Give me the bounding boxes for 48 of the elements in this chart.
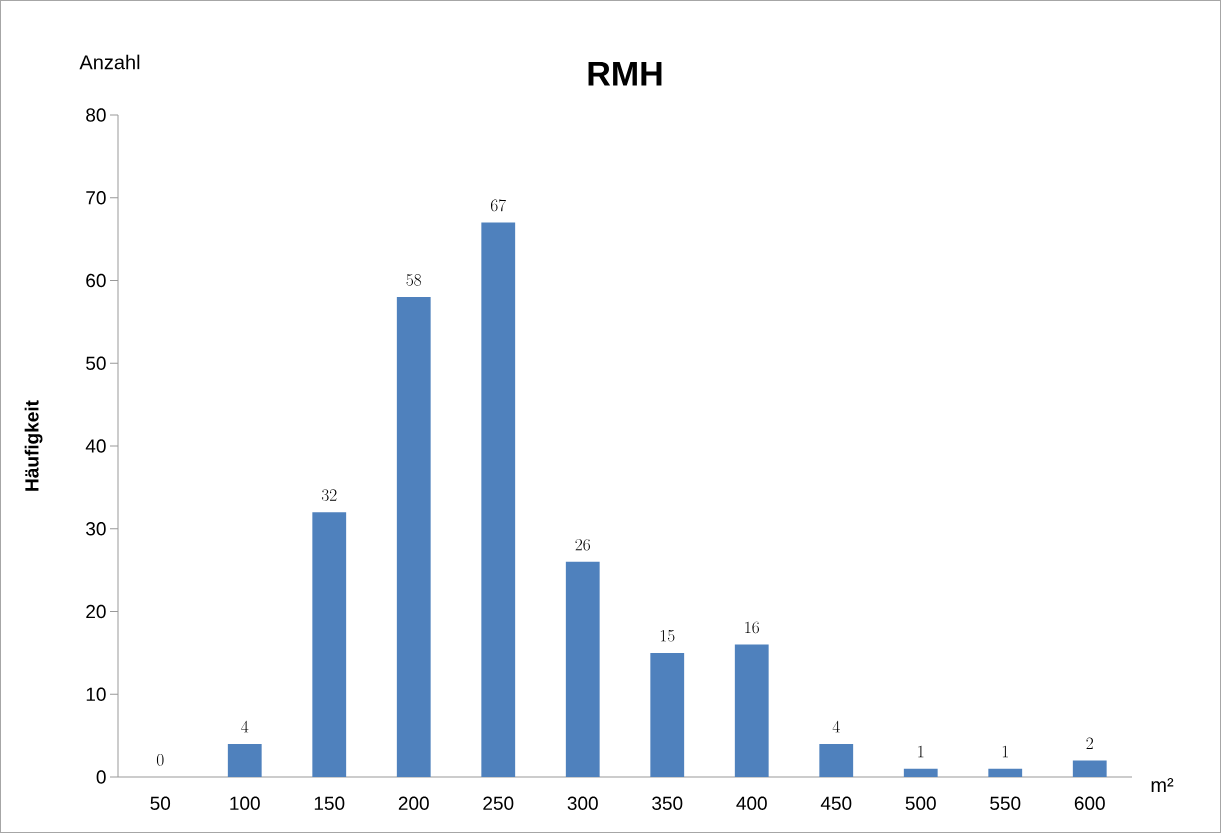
x-tick-label: 100 xyxy=(230,796,260,810)
data-label: 2 xyxy=(1086,737,1093,749)
y-tick-label: 70 xyxy=(86,191,106,205)
bar xyxy=(1072,760,1107,777)
bar xyxy=(903,768,938,777)
bar xyxy=(734,644,769,777)
y-tick-label: 80 xyxy=(86,108,106,122)
data-label: 67 xyxy=(490,199,507,212)
x-tick-label: 50 xyxy=(150,796,171,810)
data-label: 4 xyxy=(832,720,840,733)
x-tick-label: 550 xyxy=(990,796,1021,810)
y-tick-label: 40 xyxy=(85,439,106,453)
x-tick-label: 500 xyxy=(905,796,936,810)
bar xyxy=(565,561,600,777)
x-tick-label: 600 xyxy=(1074,796,1105,810)
bar xyxy=(481,222,516,777)
chart-title: RMH xyxy=(588,62,662,86)
data-label: 0 xyxy=(156,754,164,766)
y-tick-label: 0 xyxy=(96,770,106,784)
x-tick-label: 150 xyxy=(314,796,345,810)
text: Anzahl xyxy=(79,54,140,70)
y-tick-label: 20 xyxy=(86,604,106,619)
bar xyxy=(227,743,262,777)
y-tick-label: 50 xyxy=(86,356,106,370)
bar xyxy=(819,743,854,777)
data-label: 1 xyxy=(918,745,924,758)
data-label: 15 xyxy=(660,629,675,642)
data-label: 26 xyxy=(575,538,590,551)
x-tick-label: 250 xyxy=(483,796,514,810)
data-label: 16 xyxy=(745,621,759,634)
x-tick-label: 300 xyxy=(567,796,598,810)
data-label: 4 xyxy=(241,720,249,733)
text: m² xyxy=(1151,778,1174,792)
bar xyxy=(312,512,347,777)
x-tick-label: 350 xyxy=(652,796,683,810)
y-tick-label: 30 xyxy=(86,522,106,536)
x-tick-label: 400 xyxy=(736,796,767,810)
y-tick-label: 10 xyxy=(86,687,106,701)
y-axis-title: Häufigkeit xyxy=(24,400,43,491)
bar xyxy=(988,768,1023,777)
y-tick-label: 60 xyxy=(86,273,106,288)
bar xyxy=(396,297,431,777)
x-tick-label: 450 xyxy=(820,796,852,810)
data-label: 1 xyxy=(1002,745,1008,758)
data-label: 58 xyxy=(406,274,422,286)
data-label: 32 xyxy=(321,489,337,501)
x-tick-label: 200 xyxy=(398,796,429,810)
bar xyxy=(650,652,685,777)
